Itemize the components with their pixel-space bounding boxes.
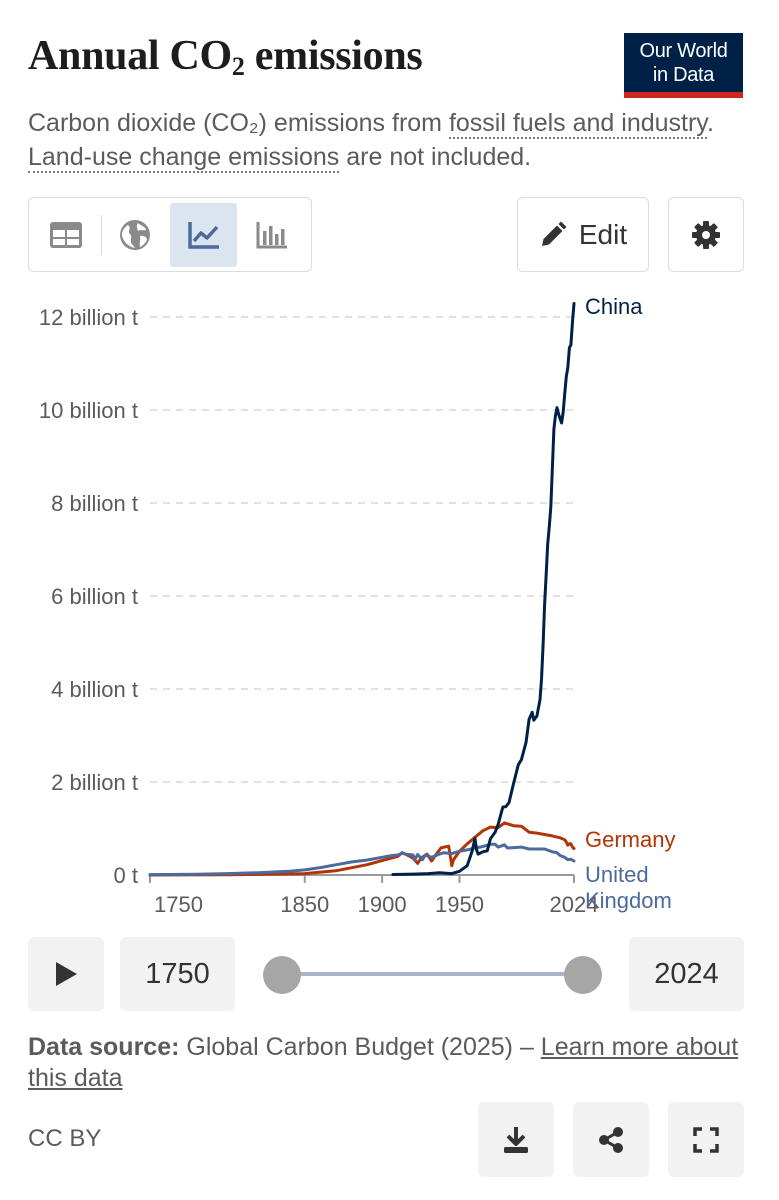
tab-divider bbox=[101, 214, 103, 255]
download-button[interactable] bbox=[478, 1102, 554, 1177]
settings-button[interactable] bbox=[668, 197, 744, 272]
y-tick-label: 10 billion t bbox=[39, 398, 138, 423]
chart-subtitle: Carbon dioxide (CO₂) emissions from foss… bbox=[28, 109, 714, 173]
x-tick-label: 1900 bbox=[358, 892, 407, 917]
timeline-track[interactable] bbox=[282, 972, 584, 976]
x-tick-label: 1850 bbox=[280, 892, 329, 917]
table-icon bbox=[50, 221, 83, 248]
series-line-united-kingdom[interactable] bbox=[148, 842, 576, 877]
logo-red-bar bbox=[624, 92, 743, 98]
bar-chart-icon bbox=[256, 221, 287, 248]
line-chart-icon bbox=[187, 221, 219, 249]
x-tick-label: 1950 bbox=[435, 892, 484, 917]
play-icon bbox=[56, 962, 77, 986]
series-label[interactable]: Germany bbox=[585, 827, 675, 852]
learn-more-link[interactable]: Learn more about this data bbox=[28, 1033, 739, 1092]
series-label[interactable]: United bbox=[585, 862, 649, 887]
y-tick-label: 6 billion t bbox=[51, 584, 138, 609]
pencil-icon bbox=[541, 221, 567, 246]
fullscreen-button[interactable] bbox=[668, 1102, 744, 1177]
y-tick-label: 2 billion t bbox=[51, 770, 138, 795]
owid-logo[interactable]: Our World in Data bbox=[624, 33, 743, 98]
fossil-fuels-link[interactable]: fossil fuels and industry bbox=[448, 109, 707, 139]
tab-map[interactable] bbox=[102, 203, 168, 267]
y-tick-label: 0 t bbox=[114, 863, 138, 888]
globe-icon bbox=[120, 219, 151, 250]
series-label[interactable]: Kingdom bbox=[585, 888, 672, 913]
share-button[interactable] bbox=[573, 1102, 649, 1177]
chart-title: Annual CO2 emissions bbox=[28, 33, 423, 81]
y-tick-label: 4 billion t bbox=[51, 677, 138, 702]
series-line-germany[interactable] bbox=[148, 821, 576, 877]
x-tick-label: 2024 bbox=[550, 892, 599, 917]
tab-bar-chart[interactable] bbox=[239, 203, 305, 267]
logo-line-2: in Data bbox=[652, 64, 715, 86]
tab-line-chart[interactable] bbox=[170, 202, 237, 267]
gear-icon bbox=[692, 220, 720, 249]
edit-button[interactable]: Edit bbox=[517, 197, 649, 272]
y-tick-label: 12 billion t bbox=[39, 305, 138, 330]
series-label[interactable]: China bbox=[585, 294, 643, 319]
timeline-start-handle[interactable] bbox=[263, 956, 301, 994]
download-icon bbox=[504, 1126, 528, 1153]
line-chart[interactable]: 0 t 2 billion t 4 billion t 6 billion t 8 bi… bbox=[0, 285, 779, 925]
fullscreen-icon bbox=[693, 1126, 719, 1153]
y-tick-label: 8 billion t bbox=[51, 491, 138, 516]
land-use-link[interactable]: Land-use change emissions bbox=[28, 143, 340, 173]
share-icon bbox=[599, 1126, 623, 1153]
view-tabs bbox=[28, 197, 312, 272]
end-year-box[interactable]: 2024 bbox=[629, 937, 744, 1011]
play-button[interactable] bbox=[28, 937, 104, 1011]
x-tick-label: 1750 bbox=[154, 892, 203, 917]
series-line-china[interactable] bbox=[391, 302, 576, 876]
logo-line-1: Our World bbox=[639, 40, 728, 62]
start-year-box[interactable]: 1750 bbox=[120, 937, 235, 1011]
timeline-end-handle[interactable] bbox=[564, 956, 602, 994]
edit-label: Edit bbox=[578, 218, 628, 250]
data-source: Data source: Global Carbon Budget (2025)… bbox=[28, 1033, 739, 1092]
tab-table[interactable] bbox=[33, 203, 99, 267]
license-label: CC BY bbox=[28, 1125, 102, 1152]
